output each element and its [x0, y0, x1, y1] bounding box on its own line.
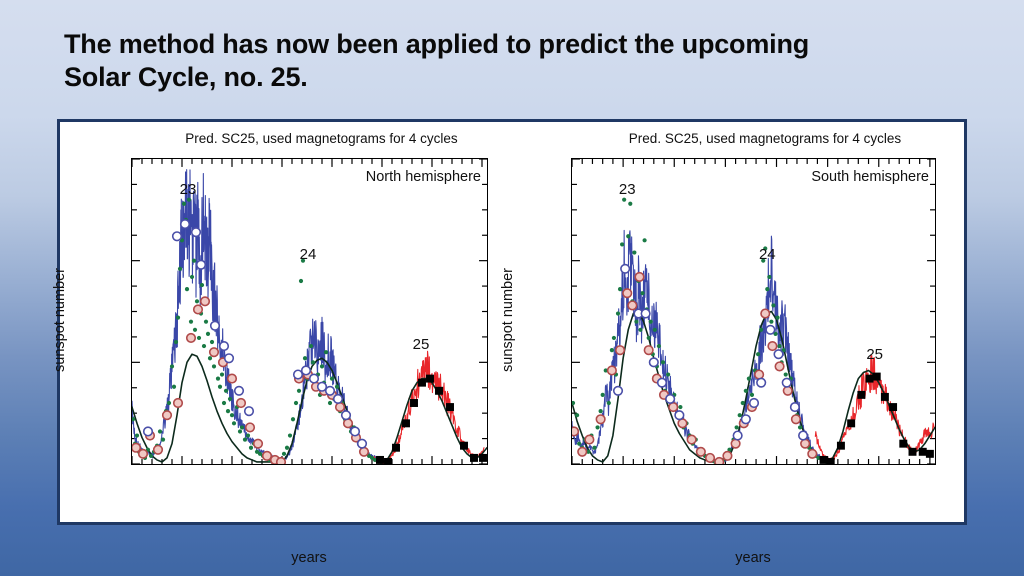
charts-container: Pred. SC25, used magnetograms for 4 cycl… — [52, 122, 964, 566]
chart-title-south: Pred. SC25, used magnetograms for 4 cycl… — [628, 131, 902, 146]
page-title-line1: The method has now been applied to predi… — [64, 29, 810, 59]
figure-panel: Pred. SC25, used magnetograms for 4 cycl… — [52, 119, 967, 566]
cycle-label-23: 23 — [618, 181, 636, 199]
chart-north-hemisphere: Pred. SC25, used magnetograms for 4 cycl… — [52, 122, 515, 566]
x-axis-title-north: years — [291, 550, 327, 566]
y-axis-title-north: sunspot number — [51, 268, 68, 372]
chart-south-hemisphere: Pred. SC25, used magnetograms for 4 cycl… — [500, 122, 970, 566]
cycle-label-25: 25 — [412, 335, 430, 353]
plot-area-north: North hemisphere 23242505010015019952000… — [131, 158, 488, 465]
cycle-label-25: 25 — [866, 346, 883, 364]
x-axis-title-south: years — [735, 550, 771, 566]
page-title: The method has now been applied to predi… — [64, 28, 964, 94]
cycle-label-23: 23 — [179, 181, 197, 199]
hemisphere-label-north: North hemisphere — [365, 169, 481, 185]
page-title-line2: Solar Cycle, no. 25. — [64, 61, 308, 92]
hemisphere-label-south: South hemisphere — [811, 169, 929, 185]
chart-title-north: Pred. SC25, used magnetograms for 4 cycl… — [185, 131, 458, 146]
plot-area-south: South hemisphere 23242505010015019952000… — [571, 158, 936, 465]
y-axis-title-south: sunspot number — [499, 268, 516, 372]
cycle-label-24: 24 — [758, 246, 776, 264]
cycle-label-24: 24 — [299, 246, 317, 264]
